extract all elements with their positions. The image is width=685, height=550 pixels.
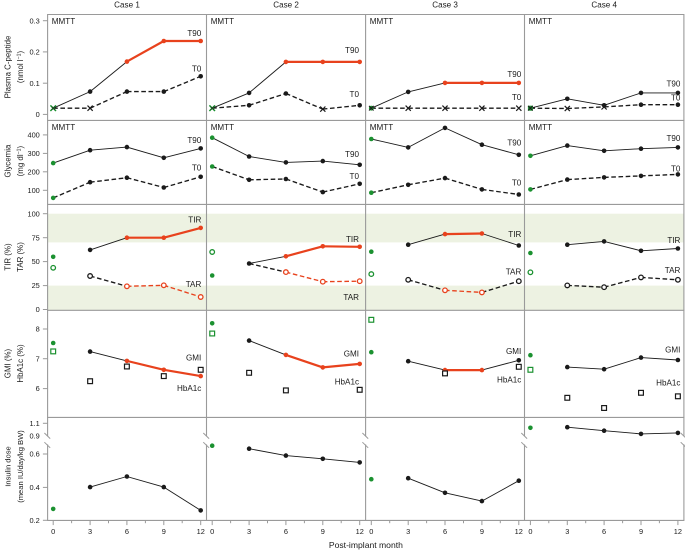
svg-text:Glycemia: Glycemia <box>4 144 13 177</box>
svg-text:HbA1c (%): HbA1c (%) <box>16 344 25 383</box>
svg-text:GMI: GMI <box>186 353 201 362</box>
svg-text:TIR: TIR <box>508 230 521 239</box>
svg-text:12: 12 <box>674 527 682 536</box>
svg-text:Post-implant month: Post-implant month <box>329 540 403 550</box>
svg-text:9: 9 <box>162 527 166 536</box>
svg-text:75: 75 <box>32 233 40 242</box>
svg-text:TIR: TIR <box>346 235 359 244</box>
svg-text:T0: T0 <box>671 165 681 174</box>
svg-text:T0: T0 <box>512 93 522 102</box>
svg-text:12: 12 <box>356 527 364 536</box>
svg-text:(nmol l−1): (nmol l−1) <box>16 51 25 84</box>
svg-text:HbA1c: HbA1c <box>656 378 680 387</box>
svg-text:0.3: 0.3 <box>30 16 40 25</box>
svg-text:6: 6 <box>602 527 606 536</box>
svg-text:200: 200 <box>27 167 39 176</box>
svg-text:T0: T0 <box>350 90 360 99</box>
svg-text:9: 9 <box>321 527 325 536</box>
svg-text:0.9: 0.9 <box>30 432 40 441</box>
svg-text:MMTT: MMTT <box>52 17 75 26</box>
svg-text:HbA1c: HbA1c <box>177 384 201 393</box>
svg-text:T90: T90 <box>187 29 201 38</box>
svg-text:400: 400 <box>27 131 39 140</box>
svg-text:TAR: TAR <box>665 266 681 275</box>
svg-text:0: 0 <box>51 527 55 536</box>
svg-text:T90: T90 <box>345 150 359 159</box>
svg-text:TAR (%): TAR (%) <box>16 242 25 272</box>
svg-text:0.1: 0.1 <box>30 79 40 88</box>
svg-text:TAR: TAR <box>186 280 202 289</box>
svg-text:HbA1c: HbA1c <box>497 375 521 384</box>
svg-text:50: 50 <box>32 257 40 266</box>
svg-text:3: 3 <box>565 527 569 536</box>
svg-text:Case 1: Case 1 <box>114 0 140 9</box>
svg-text:T90: T90 <box>507 70 521 79</box>
svg-text:0: 0 <box>36 110 40 119</box>
svg-text:MMTT: MMTT <box>211 17 234 26</box>
svg-text:12: 12 <box>515 527 523 536</box>
svg-text:T0: T0 <box>192 163 202 172</box>
svg-text:100: 100 <box>27 209 39 218</box>
svg-text:GMI: GMI <box>665 346 680 355</box>
svg-text:1.1: 1.1 <box>30 419 40 428</box>
svg-text:TAR: TAR <box>343 293 359 302</box>
svg-text:6: 6 <box>284 527 288 536</box>
svg-text:0.4: 0.4 <box>30 483 40 492</box>
svg-text:0: 0 <box>528 527 532 536</box>
svg-text:MMTT: MMTT <box>370 123 393 132</box>
svg-text:GMI: GMI <box>344 349 359 358</box>
svg-text:MMTT: MMTT <box>529 17 552 26</box>
svg-text:T90: T90 <box>345 46 359 55</box>
svg-text:100: 100 <box>27 186 39 195</box>
svg-text:T0: T0 <box>512 178 522 187</box>
svg-text:T90: T90 <box>666 80 680 89</box>
svg-text:MMTT: MMTT <box>211 123 234 132</box>
svg-text:T0: T0 <box>350 172 360 181</box>
svg-text:T0: T0 <box>671 94 681 103</box>
svg-text:3: 3 <box>406 527 410 536</box>
svg-text:(mg dl−1): (mg dl−1) <box>16 145 25 176</box>
svg-text:MMTT: MMTT <box>529 123 552 132</box>
svg-text:T90: T90 <box>507 139 521 148</box>
svg-text:8: 8 <box>36 325 40 334</box>
svg-text:Case 3: Case 3 <box>432 0 458 9</box>
svg-text:T90: T90 <box>666 134 680 143</box>
svg-text:TIR: TIR <box>667 236 680 245</box>
svg-text:TIR (%): TIR (%) <box>4 243 13 271</box>
svg-text:3: 3 <box>247 527 251 536</box>
svg-text:6: 6 <box>125 527 129 536</box>
svg-text:0: 0 <box>36 305 40 314</box>
svg-text:GMI (%): GMI (%) <box>4 348 13 378</box>
svg-text:9: 9 <box>480 527 484 536</box>
svg-text:HbA1c: HbA1c <box>335 378 359 387</box>
svg-text:MMTT: MMTT <box>370 17 393 26</box>
svg-text:Case 4: Case 4 <box>591 0 617 9</box>
svg-text:300: 300 <box>27 149 39 158</box>
svg-text:T0: T0 <box>192 64 202 73</box>
svg-text:0.2: 0.2 <box>30 516 40 525</box>
svg-text:7: 7 <box>36 354 40 363</box>
svg-text:12: 12 <box>197 527 205 536</box>
svg-text:GMI: GMI <box>506 347 521 356</box>
svg-text:Insulin dose: Insulin dose <box>4 446 13 487</box>
svg-text:0: 0 <box>369 527 373 536</box>
svg-text:3: 3 <box>88 527 92 536</box>
svg-text:6: 6 <box>36 384 40 393</box>
svg-text:Plasma C-peptide: Plasma C-peptide <box>4 35 13 98</box>
svg-text:Case 2: Case 2 <box>273 0 299 9</box>
svg-text:T90: T90 <box>187 136 201 145</box>
svg-text:TAR: TAR <box>506 268 522 277</box>
svg-text:0: 0 <box>210 527 214 536</box>
svg-text:TIR: TIR <box>188 215 201 224</box>
svg-text:MMTT: MMTT <box>52 123 75 132</box>
svg-text:0.6: 0.6 <box>30 450 40 459</box>
svg-text:9: 9 <box>639 527 643 536</box>
svg-text:25: 25 <box>32 281 40 290</box>
svg-text:6: 6 <box>443 527 447 536</box>
svg-text:0.2: 0.2 <box>30 48 40 57</box>
svg-text:(mean IU/day/kg BW): (mean IU/day/kg BW) <box>16 430 25 503</box>
